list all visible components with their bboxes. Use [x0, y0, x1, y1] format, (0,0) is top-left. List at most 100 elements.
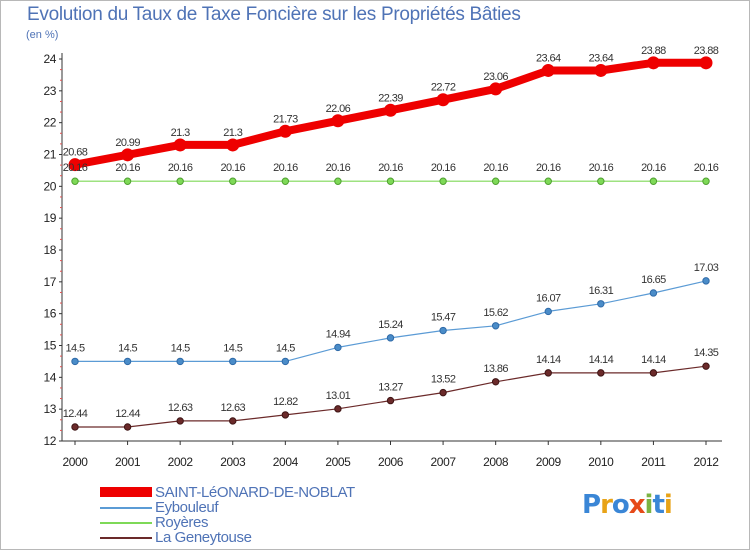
data-label-royeres: 20.16: [589, 162, 614, 174]
data-point-la-geneytouse: [491, 378, 500, 386]
data-label-la-geneytouse: 13.01: [326, 390, 351, 402]
data-label-eybouleuf: 14.5: [65, 342, 84, 354]
data-label-saint-leonard: 23.88: [641, 45, 666, 57]
data-point-saint-leonard: [226, 138, 240, 152]
data-point-royeres: [544, 177, 552, 185]
data-label-royeres: 20.16: [483, 162, 508, 174]
x-tick-label: 2010: [588, 455, 614, 469]
data-point-la-geneytouse: [702, 362, 710, 370]
x-tick-label: 2012: [693, 455, 719, 469]
legend-label-eybouleuf: Eybouleuf: [155, 499, 219, 516]
y-tick-label: 21: [43, 148, 56, 162]
data-point-eybouleuf: [281, 357, 290, 366]
data-point-saint-leonard: [436, 93, 450, 107]
data-point-la-geneytouse: [597, 369, 605, 377]
data-label-eybouleuf: 15.47: [431, 312, 456, 324]
data-point-saint-leonard: [594, 63, 608, 77]
data-label-saint-leonard: 23.06: [483, 71, 508, 83]
series-line-la-geneytouse: [74, 365, 707, 428]
data-label-royeres: 20.16: [431, 162, 456, 174]
data-label-la-geneytouse: 13.86: [483, 363, 508, 375]
data-point-eybouleuf: [702, 277, 710, 285]
data-point-royeres: [281, 177, 290, 185]
data-point-eybouleuf: [597, 300, 605, 308]
data-label-saint-leonard: 20.68: [63, 147, 88, 159]
data-point-saint-leonard: [173, 138, 187, 152]
data-label-eybouleuf: 17.03: [694, 262, 719, 274]
data-label-la-geneytouse: 13.27: [378, 382, 403, 394]
y-tick-label: 18: [43, 243, 56, 257]
logo-letter: t: [652, 490, 664, 520]
data-label-eybouleuf: 14.94: [326, 328, 351, 340]
data-point-eybouleuf: [176, 357, 184, 366]
data-label-la-geneytouse: 12.44: [115, 408, 140, 420]
x-tick-label: 2008: [483, 455, 509, 469]
data-label-saint-leonard: 22.39: [378, 92, 403, 104]
data-point-saint-leonard: [541, 63, 555, 77]
data-point-royeres: [439, 177, 447, 185]
data-label-royeres: 20.16: [378, 162, 403, 174]
data-point-eybouleuf: [544, 307, 552, 316]
data-point-royeres: [386, 177, 395, 185]
data-label-royeres: 20.16: [641, 162, 666, 174]
data-point-la-geneytouse: [649, 369, 658, 377]
data-label-eybouleuf: 14.5: [118, 342, 137, 354]
data-point-la-geneytouse: [229, 417, 237, 425]
data-label-la-geneytouse: 12.63: [168, 402, 193, 414]
series-layer: [68, 56, 713, 431]
y-tick-label: 13: [43, 402, 56, 416]
x-tick-label: 2004: [273, 455, 299, 469]
data-point-eybouleuf: [123, 357, 132, 366]
x-tick-label: 2000: [62, 455, 88, 469]
data-label-saint-leonard: 20.99: [115, 137, 140, 149]
data-point-royeres: [649, 177, 658, 185]
data-point-saint-leonard: [646, 56, 660, 70]
data-point-la-geneytouse: [544, 369, 552, 377]
data-label-la-geneytouse: 13.52: [431, 374, 456, 386]
series-saint-leonard: [68, 56, 713, 172]
x-tick-label: 2002: [168, 455, 194, 469]
data-point-eybouleuf: [334, 343, 342, 352]
legend-label-la-geneytouse: La Geneytouse: [155, 529, 252, 546]
legend-label-royeres: Royères: [155, 514, 209, 531]
y-tick-label: 24: [43, 52, 56, 66]
y-tick-label: 17: [43, 275, 56, 289]
data-label-royeres: 20.16: [115, 162, 140, 174]
y-tick-label: 22: [43, 116, 56, 130]
x-tick-label: 2009: [536, 455, 562, 469]
data-point-royeres: [702, 177, 710, 185]
data-point-eybouleuf: [71, 357, 79, 366]
data-label-saint-leonard: 22.72: [431, 82, 456, 94]
data-point-la-geneytouse: [281, 411, 290, 419]
data-point-la-geneytouse: [386, 396, 395, 405]
data-label-royeres: 20.16: [326, 162, 351, 174]
legend-swatch-royeres: [100, 522, 152, 524]
axes: 12 13 14 15 16 17 18 19 20 21 22 23 24 2000 2001 2002 20…: [43, 52, 722, 469]
data-labels-layer: 12.44 12.44 12.63 12.63 12.82 13.01 13.27 13.52…: [63, 45, 720, 420]
data-label-la-geneytouse: 12.44: [63, 408, 88, 420]
data-label-la-geneytouse: 14.14: [536, 354, 561, 366]
data-point-saint-leonard: [384, 103, 397, 117]
data-point-saint-leonard: [489, 82, 503, 96]
data-label-royeres: 20.16: [168, 162, 193, 174]
data-point-eybouleuf: [229, 357, 237, 366]
data-point-royeres: [176, 177, 184, 185]
data-point-eybouleuf: [491, 322, 500, 330]
data-point-saint-leonard: [68, 158, 82, 172]
data-point-royeres: [491, 177, 500, 185]
logo-letter: i: [663, 490, 673, 520]
data-point-saint-leonard: [331, 114, 345, 128]
data-label-la-geneytouse: 12.63: [220, 402, 245, 414]
x-tick-label: 2007: [431, 455, 457, 469]
data-point-la-geneytouse: [176, 417, 184, 425]
x-tick-label: 2001: [115, 455, 141, 469]
data-point-royeres: [229, 177, 237, 185]
x-tick-label: 2011: [641, 455, 666, 469]
x-tick-label: 2006: [378, 455, 404, 469]
x-tick-label: 2005: [325, 455, 351, 469]
data-label-la-geneytouse: 14.14: [641, 354, 666, 366]
y-tick-label: 14: [43, 370, 56, 384]
logo-letter: P: [582, 490, 601, 520]
